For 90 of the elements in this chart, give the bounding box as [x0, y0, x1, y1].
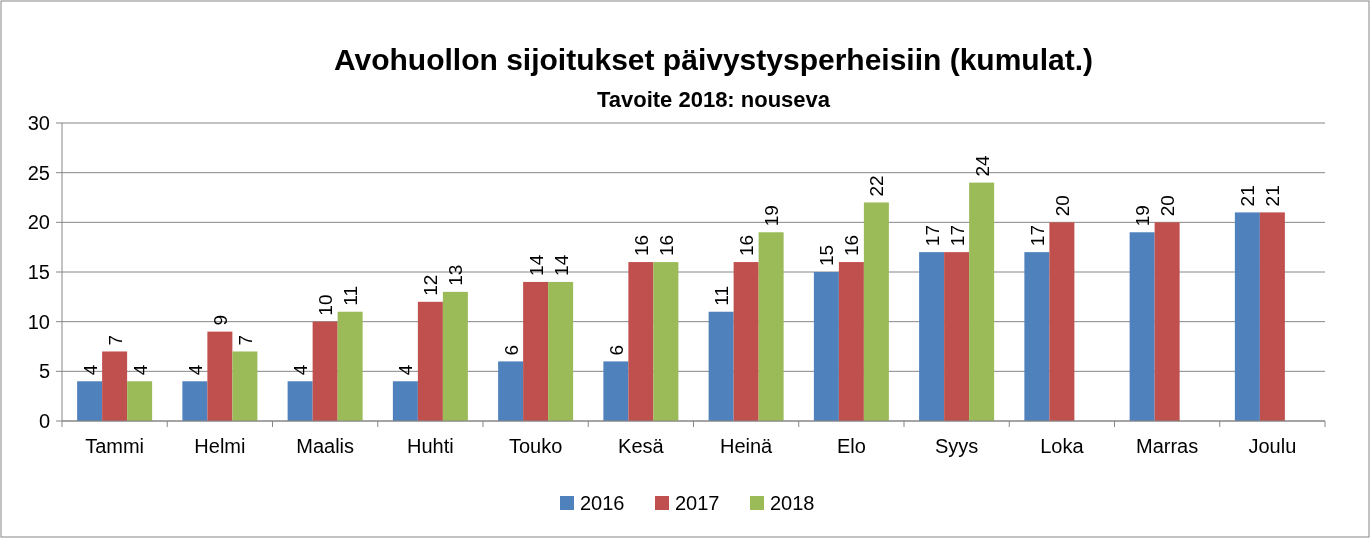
- bar: [863, 202, 889, 421]
- bar: [1234, 212, 1260, 421]
- data-label: 7: [234, 334, 256, 346]
- data-label: 7: [104, 334, 126, 346]
- data-label: 6: [500, 344, 522, 356]
- y-tick-label: 0: [38, 410, 50, 432]
- bar: [969, 182, 995, 421]
- bar: [232, 351, 258, 421]
- y-tick-label: 25: [27, 161, 50, 184]
- data-label: 24: [971, 155, 993, 177]
- chart-title: Avohuollon sijoitukset päivystysperheisiin (kumulat.): [333, 43, 1094, 76]
- bar: [392, 381, 418, 421]
- data-label: 12: [420, 274, 442, 296]
- data-label: 6: [605, 344, 627, 356]
- bar: [653, 262, 679, 421]
- y-tick-label: 20: [27, 211, 50, 234]
- x-tick-label: Maalis: [296, 435, 355, 457]
- data-label: 4: [395, 364, 417, 376]
- bar: [1259, 212, 1285, 421]
- data-label: 4: [129, 364, 151, 376]
- data-label: 17: [946, 224, 968, 247]
- data-label: 17: [1026, 224, 1048, 247]
- bar: [337, 311, 363, 421]
- x-tick-label: Marras: [1136, 435, 1199, 457]
- data-label: 16: [630, 234, 652, 257]
- x-tick-label: Huhti: [407, 435, 454, 457]
- data-label: 21: [1237, 185, 1259, 207]
- data-label: 17: [921, 224, 943, 247]
- bar: [207, 331, 233, 421]
- bar: [312, 321, 338, 421]
- bar: [1154, 222, 1180, 421]
- data-label: 16: [655, 234, 677, 257]
- x-tick-label: Kesä: [618, 435, 665, 457]
- y-tick-label: 30: [27, 112, 50, 134]
- bar: [498, 361, 524, 421]
- x-tick-label: Heinä: [719, 435, 774, 457]
- bar: [813, 272, 839, 421]
- data-label: 15: [816, 244, 838, 266]
- bar: [628, 262, 654, 421]
- bar: [287, 381, 313, 421]
- data-label: 13: [445, 264, 467, 286]
- bar: [758, 232, 784, 421]
- data-label: 9: [209, 315, 231, 326]
- bar: [1129, 232, 1155, 421]
- bar: [417, 301, 443, 421]
- bar: [919, 252, 945, 421]
- bar: [838, 262, 864, 421]
- legend-label: 2017: [675, 492, 720, 514]
- bar: [548, 281, 574, 421]
- bar: [603, 361, 629, 421]
- bar: [182, 381, 208, 421]
- x-tick-label: Syys: [934, 435, 979, 457]
- bar: [1049, 222, 1075, 421]
- data-label: 16: [841, 234, 863, 257]
- data-label: 4: [290, 364, 312, 376]
- data-label: 4: [79, 364, 101, 376]
- data-label: 14: [525, 254, 547, 276]
- data-label: 11: [711, 286, 733, 306]
- chart-subtitle: Tavoite 2018: nouseva: [596, 87, 831, 112]
- y-tick-label: 15: [27, 261, 50, 283]
- bar: [523, 281, 549, 421]
- bar: [1024, 252, 1050, 421]
- x-tick-label: Joulu: [1248, 435, 1297, 457]
- legend-label: 2016: [580, 492, 625, 514]
- bar: [442, 291, 468, 421]
- data-label: 16: [736, 234, 758, 257]
- data-label: 20: [1051, 195, 1073, 217]
- x-tick-label: Elo: [836, 435, 866, 457]
- x-tick-label: Loka: [1040, 435, 1085, 457]
- data-label: 10: [315, 294, 337, 316]
- bar: [77, 381, 103, 421]
- data-label: 19: [761, 205, 783, 227]
- y-tick-label: 5: [38, 360, 50, 383]
- data-label: 4: [184, 364, 206, 376]
- y-tick-label: 10: [27, 310, 50, 333]
- data-label: 22: [866, 175, 888, 197]
- bar: [733, 262, 759, 421]
- data-label: 20: [1157, 195, 1179, 217]
- data-label: 19: [1132, 205, 1154, 227]
- bar: [944, 252, 970, 421]
- bar: [102, 351, 128, 421]
- x-tick-label: Tammi: [85, 435, 145, 457]
- x-tick-label: Touko: [508, 435, 563, 457]
- data-label: 11: [340, 286, 362, 306]
- bar: [708, 311, 734, 421]
- legend-label: 2018: [770, 492, 815, 514]
- data-label: 21: [1262, 185, 1284, 207]
- x-tick-label: Helmi: [194, 435, 246, 457]
- data-label: 14: [550, 254, 572, 276]
- bar: [127, 381, 153, 421]
